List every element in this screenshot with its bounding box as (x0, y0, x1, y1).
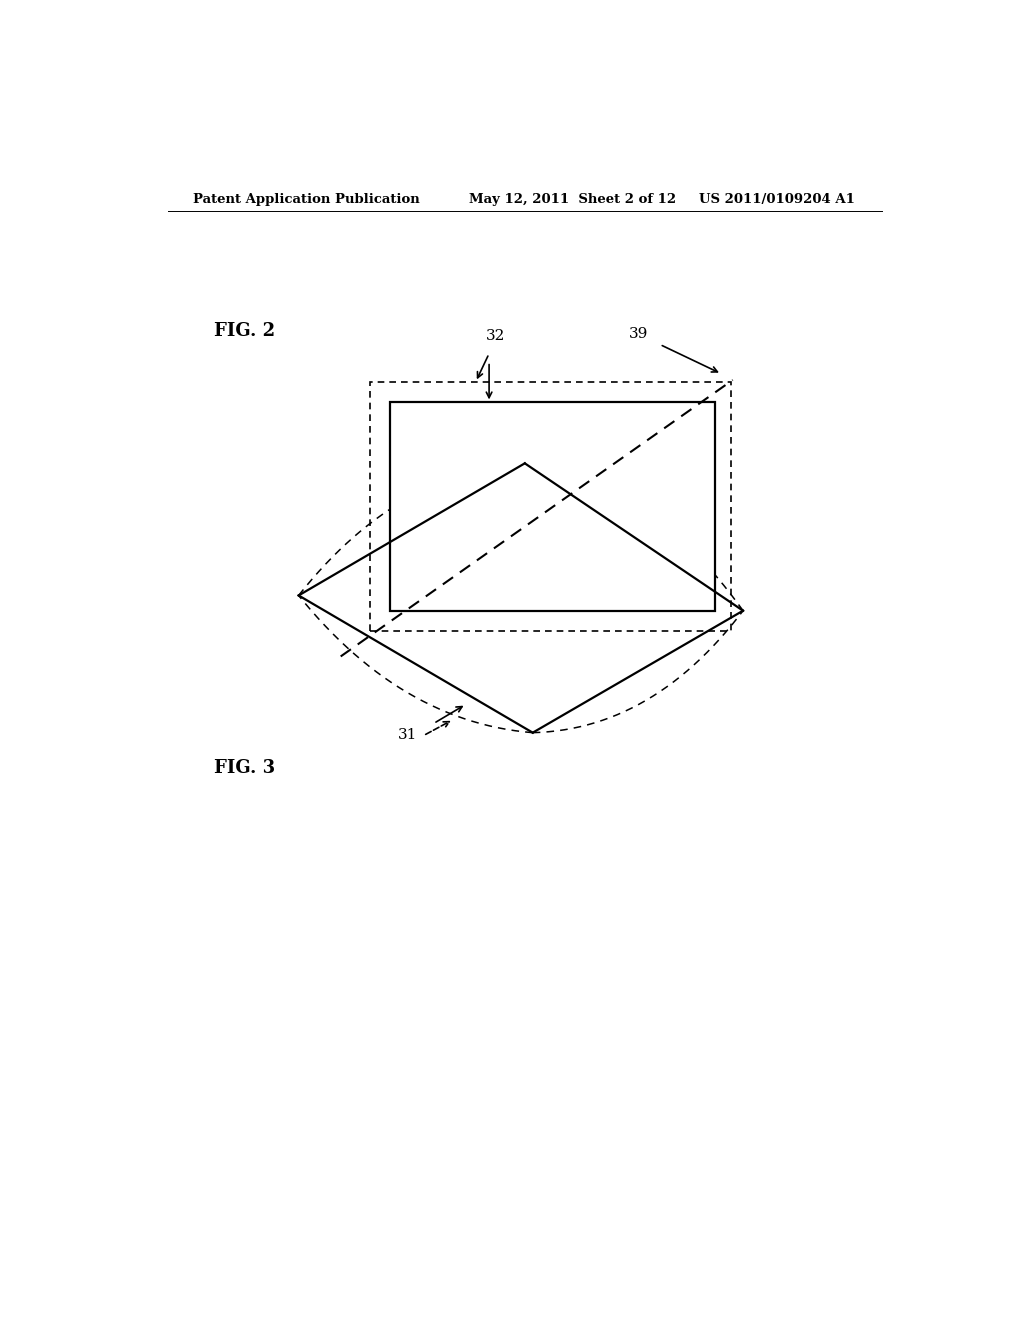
Text: Patent Application Publication: Patent Application Publication (194, 193, 420, 206)
Text: 31: 31 (397, 727, 417, 742)
Bar (370, 381, 731, 631)
Text: May 12, 2011  Sheet 2 of 12: May 12, 2011 Sheet 2 of 12 (469, 193, 677, 206)
Text: FIG. 2: FIG. 2 (214, 322, 274, 341)
Text: 39: 39 (629, 327, 648, 342)
Text: US 2011/0109204 A1: US 2011/0109204 A1 (699, 193, 855, 206)
Text: 32: 32 (485, 330, 505, 343)
Text: FIG. 3: FIG. 3 (214, 759, 274, 777)
Bar (390, 403, 715, 611)
